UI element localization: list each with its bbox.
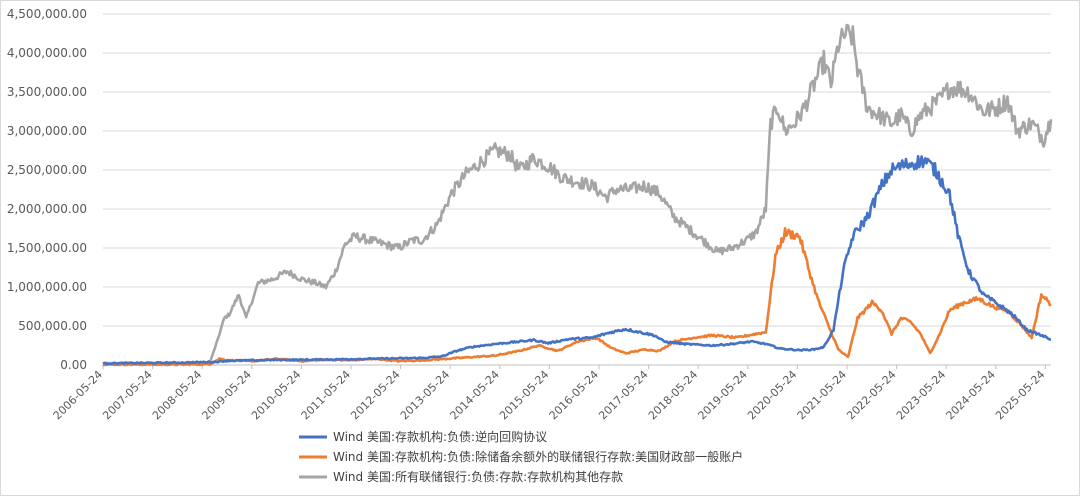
y-tick-label: 2,500,000.00 bbox=[7, 163, 87, 177]
x-tick-label: 2015-05-24 bbox=[497, 368, 551, 422]
series-lines bbox=[102, 23, 1053, 367]
y-tick-label: 2,000,000.00 bbox=[7, 202, 87, 216]
legend-label-3: Wind 美国:所有联储银行:负债:存款:存款机构其他存款 bbox=[333, 469, 623, 484]
x-tick-label: 2007-05-24 bbox=[100, 368, 154, 422]
x-tick-label: 2022-05-24 bbox=[844, 368, 898, 422]
legend: Wind 美国:存款机构:负债:逆向回购协议 Wind 美国:存款机构:负债:除储… bbox=[299, 429, 743, 484]
legend-label-1: Wind 美国:存款机构:负债:逆向回购协议 bbox=[333, 429, 547, 444]
y-axis-ticks: 0.00 500,000.00 1,000,000.00 1,500,000.00 2,… bbox=[7, 7, 87, 372]
series-line-2 bbox=[102, 227, 1052, 367]
x-tick-label: 2014-05-24 bbox=[448, 368, 502, 422]
x-tick-label: 2009-05-24 bbox=[200, 368, 254, 422]
y-tick-label: 4,500,000.00 bbox=[7, 7, 87, 21]
x-tick-label: 2016-05-24 bbox=[547, 368, 601, 422]
y-tick-label: 3,000,000.00 bbox=[7, 124, 87, 138]
x-tick-label: 2013-05-24 bbox=[398, 368, 452, 422]
x-axis-ticks: 2006-05-242007-05-242008-05-242009-05-24… bbox=[51, 368, 1048, 422]
y-tick-label: 1,500,000.00 bbox=[7, 241, 87, 255]
series-line-3 bbox=[102, 23, 1053, 366]
x-tick-label: 2019-05-24 bbox=[696, 368, 750, 422]
legend-label-2: Wind 美国:存款机构:负债:除储备余额外的联储银行存款:美国财政部一般账户 bbox=[333, 449, 743, 464]
x-tick-label: 2024-05-24 bbox=[944, 368, 998, 422]
x-tick-label: 2012-05-24 bbox=[348, 368, 402, 422]
x-tick-label: 2017-05-24 bbox=[596, 368, 650, 422]
x-tick-label: 2006-05-24 bbox=[51, 368, 105, 422]
y-tick-label: 0.00 bbox=[60, 358, 87, 372]
x-tick-label: 2008-05-24 bbox=[150, 368, 204, 422]
x-tick-label: 2023-05-24 bbox=[894, 368, 948, 422]
x-tick-label: 2025-05-24 bbox=[993, 368, 1047, 422]
y-tick-label: 500,000.00 bbox=[18, 319, 87, 333]
x-tick-label: 2020-05-24 bbox=[745, 368, 799, 422]
y-tick-label: 3,500,000.00 bbox=[7, 85, 87, 99]
x-tick-label: 2011-05-24 bbox=[299, 368, 353, 422]
x-tick-label: 2021-05-24 bbox=[795, 368, 849, 422]
series-line-1 bbox=[102, 154, 1052, 366]
y-tick-label: 1,000,000.00 bbox=[7, 280, 87, 294]
gridlines bbox=[103, 13, 1051, 327]
x-tick-label: 2018-05-24 bbox=[646, 368, 700, 422]
y-tick-label: 4,000,000.00 bbox=[7, 46, 87, 60]
x-tick-label: 2010-05-24 bbox=[249, 368, 303, 422]
